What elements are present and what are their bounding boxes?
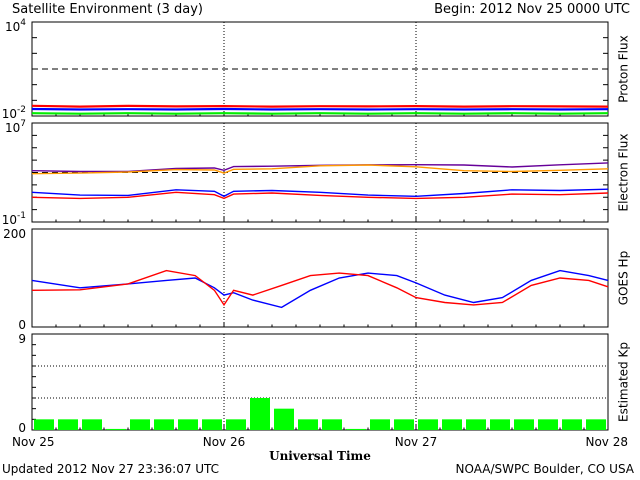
kp-bar (82, 419, 102, 430)
panel-frame-1 (31, 21, 609, 117)
y-tick-label-bottom: 0 (18, 318, 26, 332)
updated-timestamp: Updated 2012 Nov 27 23:36:07 UTC (2, 462, 220, 476)
y-tick-label-bottom: 10-1 (2, 211, 26, 227)
chart-title: Satellite Environment (3 day) (12, 2, 203, 17)
kp-bar (106, 428, 126, 430)
kp-bar (154, 419, 174, 430)
kp-bar (250, 398, 270, 430)
kp-bar (34, 419, 54, 430)
x-tick-label: Nov 26 (203, 435, 246, 449)
x-axis-title: Universal Time (269, 449, 371, 463)
kp-bar (226, 419, 246, 430)
y-tick-label-top: 104 (5, 18, 26, 34)
kp-bar (346, 428, 366, 430)
series-line-2 (31, 269, 609, 307)
kp-bar (370, 419, 390, 430)
kp-bar (322, 419, 342, 430)
kp-bar (202, 419, 222, 430)
kp-bar (466, 419, 486, 430)
kp-bar (418, 419, 438, 430)
y-tick-label-bottom: 0 (18, 421, 26, 435)
y-tick-label-top: 200 (3, 227, 26, 241)
kp-bar (58, 419, 78, 430)
kp-bar (130, 419, 150, 430)
y-tick-label-top: 107 (5, 119, 26, 135)
begin-time: Begin: 2012 Nov 25 0000 UTC (434, 2, 630, 17)
series-line-2 (31, 164, 609, 175)
series-line-2 (31, 107, 609, 111)
credit-text: NOAA/SWPC Boulder, CO USA (455, 462, 634, 476)
series-line-3 (31, 188, 609, 198)
panel-ylabel: Estimated Kp (617, 342, 631, 422)
x-tick-label: Nov 28 (585, 435, 628, 449)
kp-bar (562, 419, 582, 430)
x-tick-label: Nov 27 (395, 435, 438, 449)
panel-ylabel: Electron Flux (617, 134, 631, 212)
kp-bar (538, 419, 558, 430)
panel-ylabel: Proton Flux (617, 35, 631, 102)
kp-bar (442, 419, 462, 430)
x-tick-label: Nov 25 (12, 435, 55, 449)
kp-bar (586, 419, 606, 430)
series-line-3 (31, 112, 609, 115)
kp-bar (178, 419, 198, 430)
series-line-4 (31, 191, 609, 200)
kp-bar (514, 419, 534, 430)
kp-bar (490, 419, 510, 430)
series-line-1 (31, 104, 609, 108)
kp-bar (274, 408, 294, 430)
panel-ylabel: GOES Hp (617, 251, 631, 305)
series-line-1 (31, 269, 609, 309)
panel-frame-3 (31, 228, 609, 328)
kp-bar (298, 419, 318, 430)
panel-frame-4 (31, 333, 609, 431)
series-line-1 (31, 162, 609, 173)
kp-bar (394, 419, 414, 430)
y-tick-label-top: 9 (18, 332, 26, 346)
